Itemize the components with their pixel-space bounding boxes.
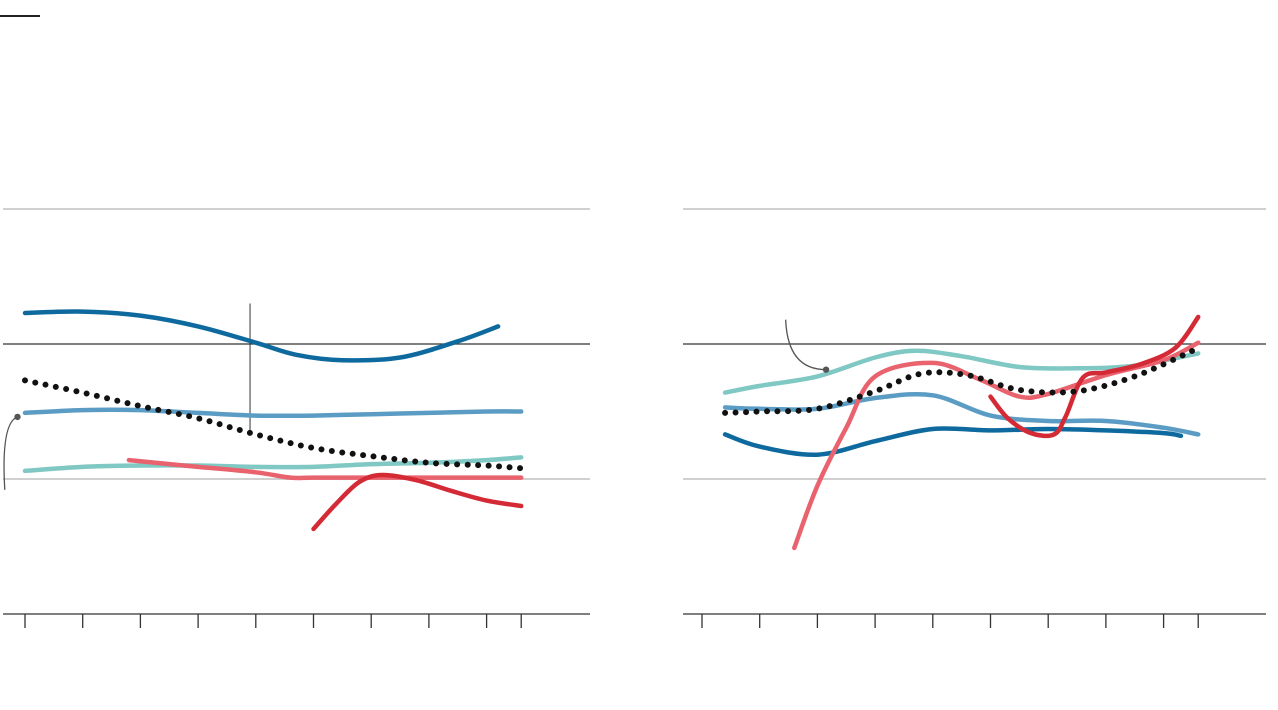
annotation-dot: [822, 366, 830, 373]
series-line-steel: [22, 407, 524, 419]
series-line-dotted: [22, 377, 525, 472]
series-line-dotted: [722, 345, 1202, 416]
right-line-chart: [683, 208, 1266, 628]
series-line-teal: [722, 348, 1201, 395]
annotation-pointer: [3, 416, 18, 490]
left-line-chart: [3, 208, 590, 628]
series-line-red: [311, 472, 524, 532]
series-line-red: [988, 314, 1201, 439]
annotation-dot: [14, 413, 21, 421]
series-line-navy: [722, 426, 1184, 457]
series-line-teal: [22, 455, 524, 474]
series-line-navy: [22, 309, 501, 363]
series-line-pink: [126, 457, 524, 481]
annotation-pointer: [785, 319, 827, 371]
